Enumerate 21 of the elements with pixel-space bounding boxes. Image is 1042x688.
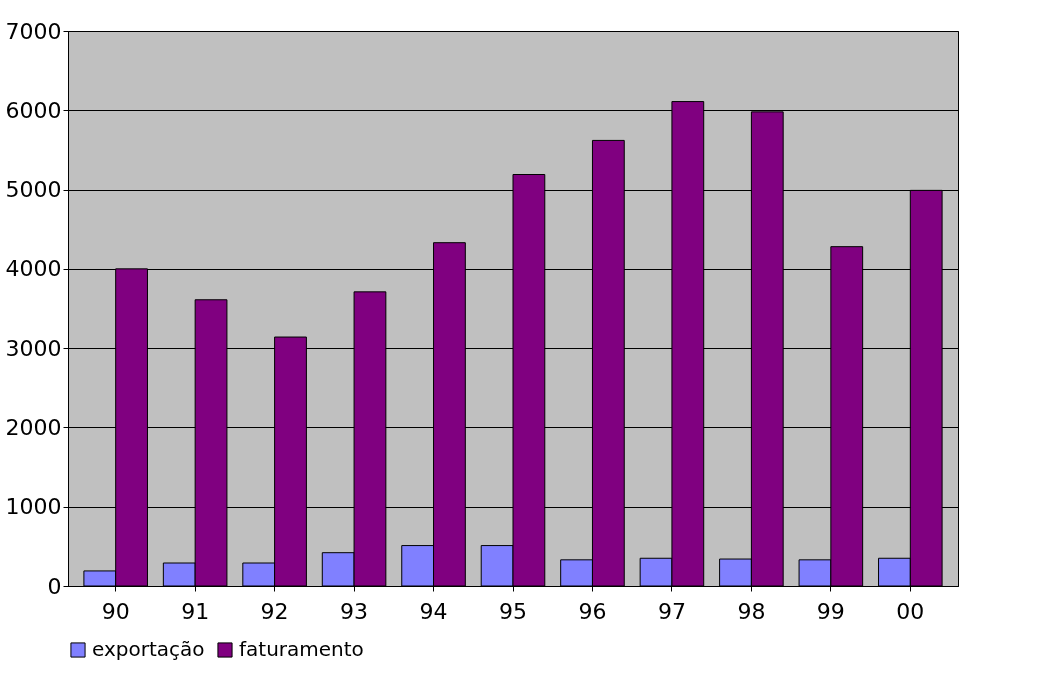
legend-label: exportação [92,637,205,661]
y-tick-label: 3000 [5,335,62,361]
x-tick-label: 94 [419,598,448,624]
x-tick-label: 90 [101,598,130,624]
x-tick-label: 91 [181,598,210,624]
y-tick-label: 2000 [5,414,62,440]
y-tick-label: 0 [47,573,62,599]
y-tick-label: 5000 [5,177,62,203]
y-tick-label: 7000 [5,18,62,44]
y-tick-label: 4000 [5,256,62,282]
y-tick-label: 6000 [5,97,62,123]
x-tick-label: 96 [578,598,607,624]
y-tick-label: 1000 [5,494,62,520]
x-tick-label: 99 [816,598,845,624]
x-tick-label: 92 [260,598,289,624]
legend-label: faturamento [239,637,364,661]
x-tick-label: 95 [499,598,527,624]
x-tick-label: 98 [737,598,766,624]
x-tick-label: 93 [340,598,369,624]
x-tick-label: 97 [657,598,686,624]
x-tick-label: 00 [896,598,925,624]
